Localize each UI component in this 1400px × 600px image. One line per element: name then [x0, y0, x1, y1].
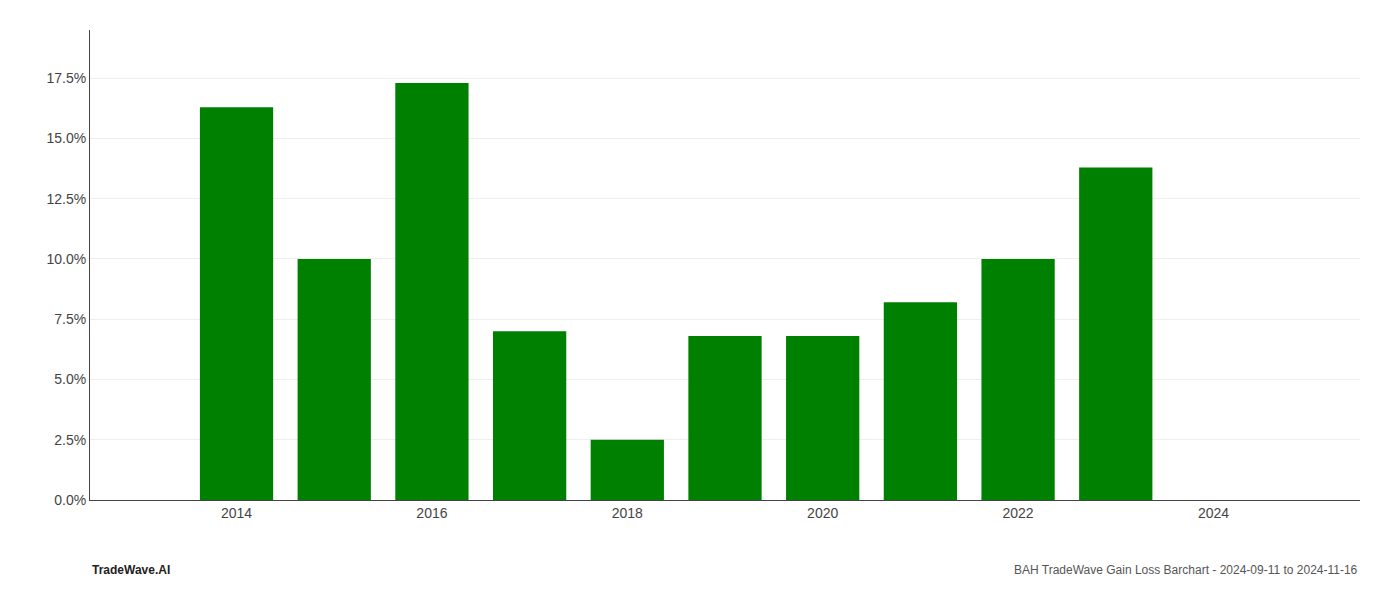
svg-text:2022: 2022	[1003, 505, 1034, 521]
svg-text:2024: 2024	[1198, 505, 1229, 521]
svg-text:0.0%: 0.0%	[54, 492, 86, 508]
svg-text:TradeWave.AI: TradeWave.AI	[92, 563, 170, 577]
svg-text:BAH TradeWave Gain Loss Barcha: BAH TradeWave Gain Loss Barchart - 2024-…	[1014, 563, 1358, 577]
svg-text:7.5%: 7.5%	[54, 311, 86, 327]
svg-text:2020: 2020	[807, 505, 838, 521]
svg-text:17.5%: 17.5%	[46, 70, 86, 86]
svg-text:12.5%: 12.5%	[46, 191, 86, 207]
svg-text:2016: 2016	[416, 505, 447, 521]
svg-text:2014: 2014	[221, 505, 252, 521]
svg-text:10.0%: 10.0%	[46, 251, 86, 267]
svg-text:5.0%: 5.0%	[54, 371, 86, 387]
svg-text:15.0%: 15.0%	[46, 130, 86, 146]
svg-text:2.5%: 2.5%	[54, 432, 86, 448]
svg-text:2018: 2018	[612, 505, 643, 521]
